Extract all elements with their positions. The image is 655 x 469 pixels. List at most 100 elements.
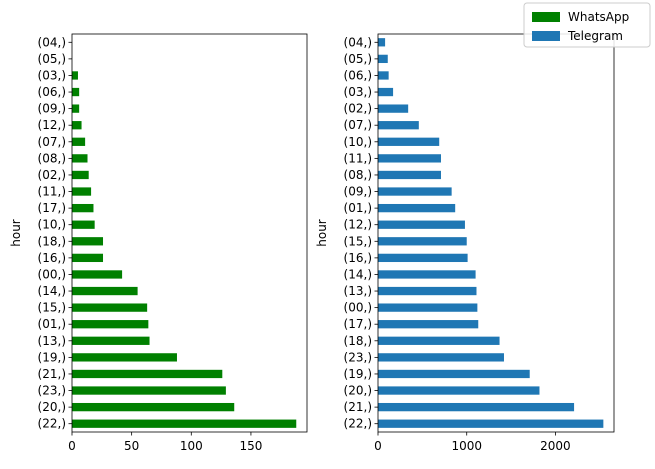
bar (72, 303, 148, 312)
legend-label: WhatsApp (568, 10, 629, 24)
legend-swatch (532, 12, 560, 22)
x-tick-label: 100 (180, 439, 203, 453)
bar (72, 137, 86, 146)
bar (72, 71, 78, 80)
x-tick-label: 50 (124, 439, 139, 453)
y-axis-label: hour (9, 219, 23, 247)
y-tick-label: (15,) (344, 234, 372, 248)
y-tick-label: (14,) (344, 267, 372, 281)
y-tick-label: (04,) (344, 35, 372, 49)
bar (378, 54, 388, 64)
bar (72, 286, 138, 296)
plot-area-frame (377, 33, 615, 433)
y-tick-label: (00,) (344, 301, 372, 315)
y-tick-label: (06,) (344, 68, 372, 82)
bar (378, 187, 452, 196)
y-tick-label: (22,) (344, 417, 372, 431)
bar (72, 237, 104, 246)
y-tick-label: (03,) (344, 85, 372, 99)
bar (72, 104, 80, 113)
y-tick-label: (09,) (38, 102, 66, 116)
bar (72, 220, 95, 229)
y-tick-label: (15,) (38, 301, 66, 315)
bar (72, 203, 94, 213)
y-tick-label: (16,) (38, 251, 66, 265)
y-tick-label: (02,) (344, 102, 372, 116)
y-tick-label: (18,) (344, 334, 372, 348)
y-tick-label: (19,) (38, 350, 66, 364)
y-tick-label: (11,) (38, 185, 66, 199)
x-tick-label: 0 (374, 439, 382, 453)
y-tick-label: (23,) (344, 350, 372, 364)
y-tick-label: (06,) (38, 85, 66, 99)
bar (378, 336, 500, 345)
bar (378, 170, 441, 180)
bar (72, 320, 149, 329)
y-tick-label: (14,) (38, 284, 66, 298)
bar (378, 320, 479, 329)
x-tick-label: 0 (68, 439, 76, 453)
y-tick-label: (01,) (38, 317, 66, 331)
bar (378, 386, 540, 395)
bar (378, 220, 465, 229)
bar (72, 336, 150, 345)
y-tick-label: (12,) (38, 118, 66, 132)
y-tick-label: (18,) (38, 234, 66, 248)
bar (72, 121, 82, 130)
y-tick-label: (13,) (38, 334, 66, 348)
y-tick-label: (19,) (344, 367, 372, 381)
plot-area-frame (71, 33, 308, 433)
y-tick-label: (08,) (344, 168, 372, 182)
y-tick-label: (03,) (38, 68, 66, 82)
y-tick-label: (12,) (344, 218, 372, 232)
bar (72, 386, 226, 395)
x-tick-label: 1000 (451, 439, 482, 453)
y-tick-label: (17,) (344, 317, 372, 331)
bar (72, 170, 89, 180)
bar (72, 187, 92, 196)
y-tick-label: (10,) (38, 218, 66, 232)
y-tick-label: (05,) (38, 52, 66, 66)
bar (378, 419, 604, 428)
y-tick-label: (16,) (344, 251, 372, 265)
y-tick-label: (07,) (344, 118, 372, 132)
bar (378, 121, 419, 130)
x-tick-label: 2000 (540, 439, 571, 453)
bar (378, 253, 468, 263)
bar (378, 402, 575, 412)
chart-panel-2: (22,) (21,) (20,) (19,) (23,) (18,) (17,) (00,)… (315, 33, 615, 453)
y-tick-label: (17,) (38, 201, 66, 215)
y-tick-label: (09,) (344, 185, 372, 199)
legend-label: Telegram (567, 29, 623, 43)
y-tick-label: (22,) (38, 417, 66, 431)
bar (72, 270, 123, 279)
bar (378, 38, 386, 47)
y-tick-label: (07,) (38, 135, 66, 149)
y-tick-label: (11,) (344, 151, 372, 165)
bar (378, 303, 478, 312)
bar (378, 203, 456, 213)
y-tick-label: (13,) (344, 284, 372, 298)
legend-swatch (532, 31, 560, 41)
legend: WhatsApp Telegram (523, 2, 651, 48)
bar (378, 87, 394, 97)
y-tick-label: (08,) (38, 151, 66, 165)
bar (378, 104, 409, 113)
y-tick-label: (04,) (38, 35, 66, 49)
bar (72, 253, 104, 263)
y-tick-label: (02,) (38, 168, 66, 182)
bar (378, 137, 440, 146)
y-axis-label: hour (315, 219, 329, 247)
chart-panel-1: (22,) (20,) (23,) (21,) (19,) (13,) (01,) (15,)… (9, 33, 308, 453)
x-tick-label: 150 (239, 439, 262, 453)
y-tick-label: (05,) (344, 52, 372, 66)
y-tick-label: (20,) (38, 400, 66, 414)
bar (378, 71, 389, 80)
bar (72, 154, 88, 163)
bar (378, 353, 504, 362)
y-tick-label: (21,) (344, 400, 372, 414)
bar (378, 270, 476, 279)
bar (378, 237, 467, 246)
